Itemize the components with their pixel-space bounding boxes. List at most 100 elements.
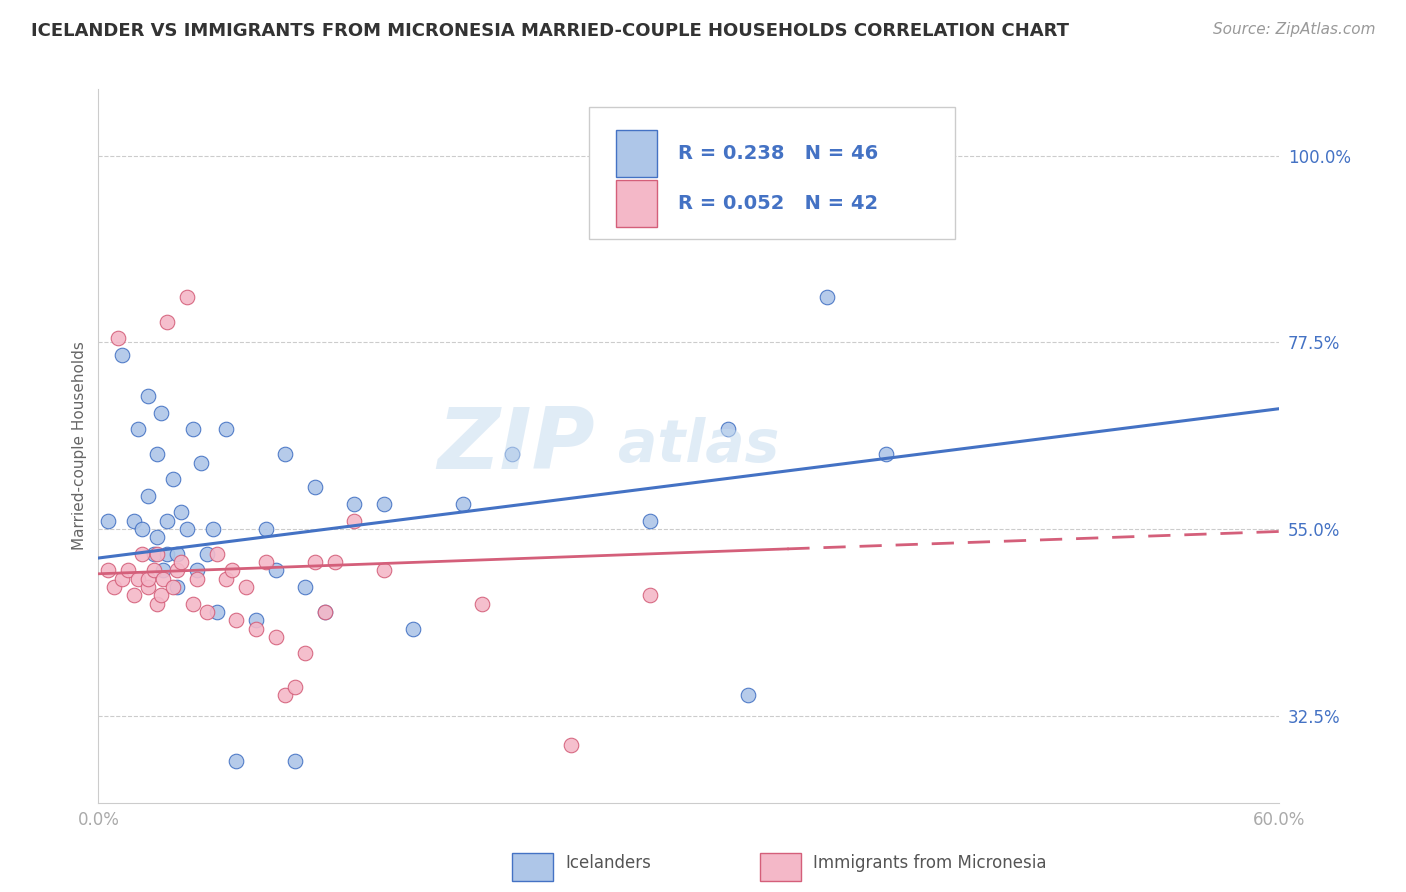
FancyBboxPatch shape [589, 107, 955, 239]
Point [304, 555, 326, 569]
Point [294, 580, 316, 594]
Point [235, 580, 257, 594]
Point [323, 555, 346, 569]
Point [176, 290, 198, 304]
Point [245, 613, 267, 627]
Point [181, 597, 204, 611]
Point [205, 605, 228, 619]
Point [560, 738, 582, 752]
Point [166, 564, 188, 578]
Point [186, 572, 208, 586]
Point [201, 522, 224, 536]
Point [152, 572, 174, 586]
Point [170, 505, 193, 519]
Point [176, 522, 198, 536]
Bar [616, 130, 657, 177]
Point [136, 572, 159, 586]
Point [205, 547, 228, 561]
Point [402, 622, 425, 636]
Point [127, 422, 149, 436]
Point [136, 580, 159, 594]
Point [190, 456, 212, 470]
Point [638, 514, 661, 528]
Text: ZIP: ZIP [437, 404, 595, 488]
Point [195, 547, 218, 561]
Point [501, 447, 523, 461]
Y-axis label: Married-couple Households: Married-couple Households [72, 342, 87, 550]
Point [215, 572, 238, 586]
Point [146, 597, 169, 611]
Point [343, 514, 366, 528]
Point [284, 680, 307, 694]
Point [373, 497, 395, 511]
Point [186, 564, 208, 578]
Point [146, 530, 169, 544]
Point [166, 580, 188, 594]
Point [195, 605, 218, 619]
Point [343, 497, 366, 511]
Text: atlas: atlas [619, 417, 779, 475]
Text: Immigrants from Micronesia: Immigrants from Micronesia [813, 855, 1046, 872]
Point [162, 472, 184, 486]
Point [274, 688, 297, 702]
Point [225, 613, 247, 627]
Bar [759, 853, 801, 881]
Point [314, 605, 336, 619]
Point [619, 173, 641, 187]
Point [136, 489, 159, 503]
Point [162, 580, 184, 594]
Point [254, 555, 277, 569]
Point [254, 522, 277, 536]
Point [122, 588, 145, 602]
Point [107, 331, 129, 345]
Point [264, 564, 287, 578]
Point [103, 580, 125, 594]
Point [117, 564, 139, 578]
Bar [616, 180, 657, 227]
Point [97, 564, 120, 578]
Point [284, 754, 307, 768]
Point [737, 688, 759, 702]
Point [638, 588, 661, 602]
Point [111, 348, 134, 362]
Point [215, 422, 238, 436]
Point [471, 597, 494, 611]
Point [97, 514, 120, 528]
Point [170, 555, 193, 569]
Text: R = 0.238   N = 46: R = 0.238 N = 46 [678, 144, 879, 163]
Point [717, 422, 740, 436]
Point [314, 605, 336, 619]
Point [181, 422, 204, 436]
Text: Icelanders: Icelanders [565, 855, 651, 872]
Point [294, 647, 316, 661]
Point [451, 497, 474, 511]
Point [875, 447, 897, 461]
Point [264, 630, 287, 644]
Point [150, 588, 173, 602]
Point [136, 389, 159, 403]
Point [131, 522, 153, 536]
Point [245, 622, 267, 636]
Point [225, 754, 247, 768]
Point [152, 564, 174, 578]
Point [221, 564, 243, 578]
Bar [512, 853, 553, 881]
Point [131, 547, 153, 561]
Point [156, 514, 179, 528]
Text: R = 0.052   N = 42: R = 0.052 N = 42 [678, 194, 879, 213]
Text: ICELANDER VS IMMIGRANTS FROM MICRONESIA MARRIED-COUPLE HOUSEHOLDS CORRELATION CH: ICELANDER VS IMMIGRANTS FROM MICRONESIA … [31, 22, 1069, 40]
Point [150, 406, 173, 420]
Point [156, 314, 179, 328]
Point [127, 572, 149, 586]
Point [111, 572, 134, 586]
Point [166, 547, 188, 561]
Point [146, 447, 169, 461]
Point [373, 564, 395, 578]
Point [142, 547, 165, 561]
Point [142, 564, 165, 578]
Point [815, 290, 838, 304]
Point [156, 547, 179, 561]
Point [304, 481, 326, 495]
Point [274, 447, 297, 461]
Text: Source: ZipAtlas.com: Source: ZipAtlas.com [1212, 22, 1375, 37]
